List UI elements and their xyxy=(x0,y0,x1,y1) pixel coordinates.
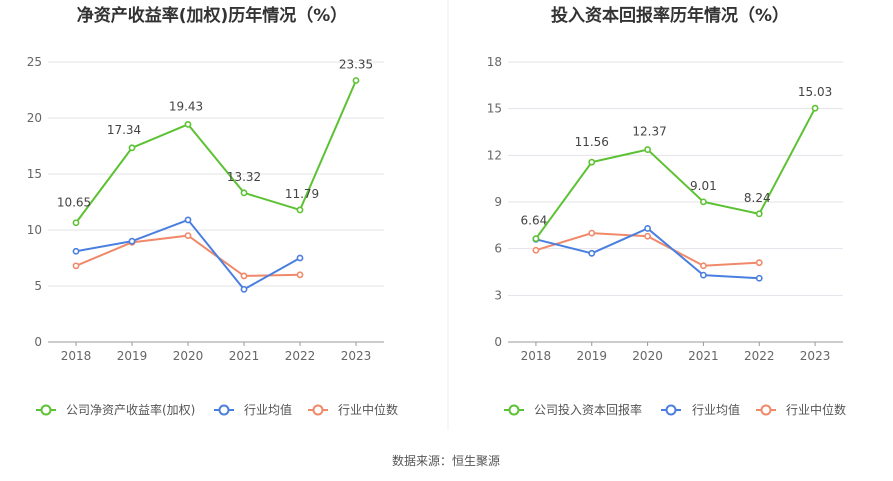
data-point xyxy=(644,225,651,232)
data-label: 10.65 xyxy=(57,196,91,210)
data-label: 11.56 xyxy=(575,135,609,149)
data-point xyxy=(532,235,540,243)
data-point xyxy=(588,229,596,237)
legend-label: 行业均值 xyxy=(244,402,292,417)
data-point xyxy=(184,232,192,239)
legend-label: 行业均值 xyxy=(692,402,740,417)
data-point xyxy=(644,146,651,153)
y-tick-label: 0 xyxy=(494,335,502,349)
legend-item: 行业均值 xyxy=(661,402,740,417)
series-line xyxy=(75,234,301,277)
data-point xyxy=(184,216,192,224)
legend-item: 公司投入资本回报率 xyxy=(504,402,642,417)
y-tick-label: 6 xyxy=(494,242,502,256)
data-point xyxy=(811,104,819,112)
y-tick-label: 10 xyxy=(27,223,42,237)
y-tick-label: 9 xyxy=(494,195,502,209)
data-label: 6.64 xyxy=(521,214,548,228)
chart-2: 投入资本回报率历年情况（%） 0 3 6 9 12 15 18 2018 2019 2020 2021… xyxy=(487,5,846,417)
x-tick-label: 2020 xyxy=(173,349,204,363)
data-label: 23.35 xyxy=(339,57,373,71)
chart-title: 净资产收益率(加权)历年情况（%） xyxy=(77,5,348,26)
legend-item: 公司净资产收益率(加权) xyxy=(36,402,195,417)
x-tick-label: 2022 xyxy=(285,349,316,363)
data-label: 12.37 xyxy=(632,125,666,139)
y-tick-label: 3 xyxy=(494,288,502,302)
x-tick-label: 2023 xyxy=(800,349,831,363)
series-1: 6.64 11.56 12.37 9.01 8.24 15.03 xyxy=(521,85,832,243)
data-point xyxy=(72,219,80,227)
x-tick-label: 2021 xyxy=(688,349,719,363)
legend-marker xyxy=(40,404,52,416)
data-point xyxy=(588,158,596,166)
series-3 xyxy=(532,229,763,270)
legend-label: 行业中位数 xyxy=(338,402,398,417)
data-point xyxy=(644,232,651,240)
data-source-text: 数据来源：恒生聚源 xyxy=(392,453,500,468)
data-point xyxy=(296,254,304,262)
data-point xyxy=(240,189,248,197)
x-tick-label: 2021 xyxy=(229,349,260,363)
data-point xyxy=(72,247,80,255)
x-tick-label: 2022 xyxy=(744,349,775,363)
data-point xyxy=(240,272,248,280)
y-tick-label: 0 xyxy=(34,335,42,349)
x-tick-label: 2018 xyxy=(521,349,552,363)
x-tick-label: 2020 xyxy=(632,349,663,363)
series-3 xyxy=(72,232,304,280)
data-label: 15.03 xyxy=(798,85,832,99)
data-label: 8.24 xyxy=(744,191,771,205)
data-label: 9.01 xyxy=(690,179,717,193)
legend-marker xyxy=(508,404,520,416)
data-point xyxy=(184,120,192,128)
y-tick-label: 15 xyxy=(27,167,42,181)
data-label: 11.79 xyxy=(285,187,319,201)
y-tick-label: 25 xyxy=(27,55,42,69)
series-line xyxy=(75,80,357,224)
x-tick-label: 2023 xyxy=(341,349,372,363)
x-tick-label: 2018 xyxy=(61,349,92,363)
data-point xyxy=(128,237,136,245)
legend-marker xyxy=(218,404,230,416)
data-label: 13.32 xyxy=(227,170,261,184)
data-point xyxy=(352,77,360,84)
data-point xyxy=(296,206,304,214)
legend-item: 行业均值 xyxy=(214,402,292,417)
data-point xyxy=(700,271,707,279)
y-tick-label: 15 xyxy=(487,102,502,116)
data-point xyxy=(700,262,707,270)
data-point xyxy=(128,144,136,152)
y-tick-label: 20 xyxy=(27,111,42,125)
legend-marker xyxy=(665,404,677,416)
data-label: 17.34 xyxy=(107,123,141,137)
chart-1: 净资产收益率(加权)历年情况（%） 0 5 10 15 20 25 2018 2019 2020 2… xyxy=(27,5,398,417)
data-label: 19.43 xyxy=(169,99,203,113)
legend-label: 行业中位数 xyxy=(786,402,846,417)
data-point xyxy=(532,246,540,254)
series-line xyxy=(535,107,816,240)
data-point xyxy=(296,271,304,279)
data-point xyxy=(588,249,596,257)
legend-label: 公司净资产收益率(加权) xyxy=(66,402,195,417)
x-tick-label: 2019 xyxy=(117,349,148,363)
y-tick-label: 18 xyxy=(487,55,502,69)
y-tick-label: 12 xyxy=(487,148,502,162)
legend-item: 行业中位数 xyxy=(308,402,398,417)
data-point xyxy=(755,274,763,282)
series-2 xyxy=(72,216,304,293)
y-tick-label: 5 xyxy=(34,279,42,293)
data-point xyxy=(72,262,80,270)
legend-label: 公司投入资本回报率 xyxy=(534,402,642,417)
legend-item: 行业中位数 xyxy=(756,402,846,417)
data-point xyxy=(755,259,763,267)
legend-marker xyxy=(760,404,772,416)
legend-marker xyxy=(312,404,324,416)
chart-title: 投入资本回报率历年情况（%） xyxy=(551,5,789,26)
data-point xyxy=(700,198,707,206)
data-point xyxy=(240,285,248,293)
x-tick-label: 2019 xyxy=(576,349,607,363)
data-point xyxy=(755,210,763,218)
series-1: 10.65 17.34 19.43 13.32 11.79 23.35 xyxy=(57,57,373,227)
